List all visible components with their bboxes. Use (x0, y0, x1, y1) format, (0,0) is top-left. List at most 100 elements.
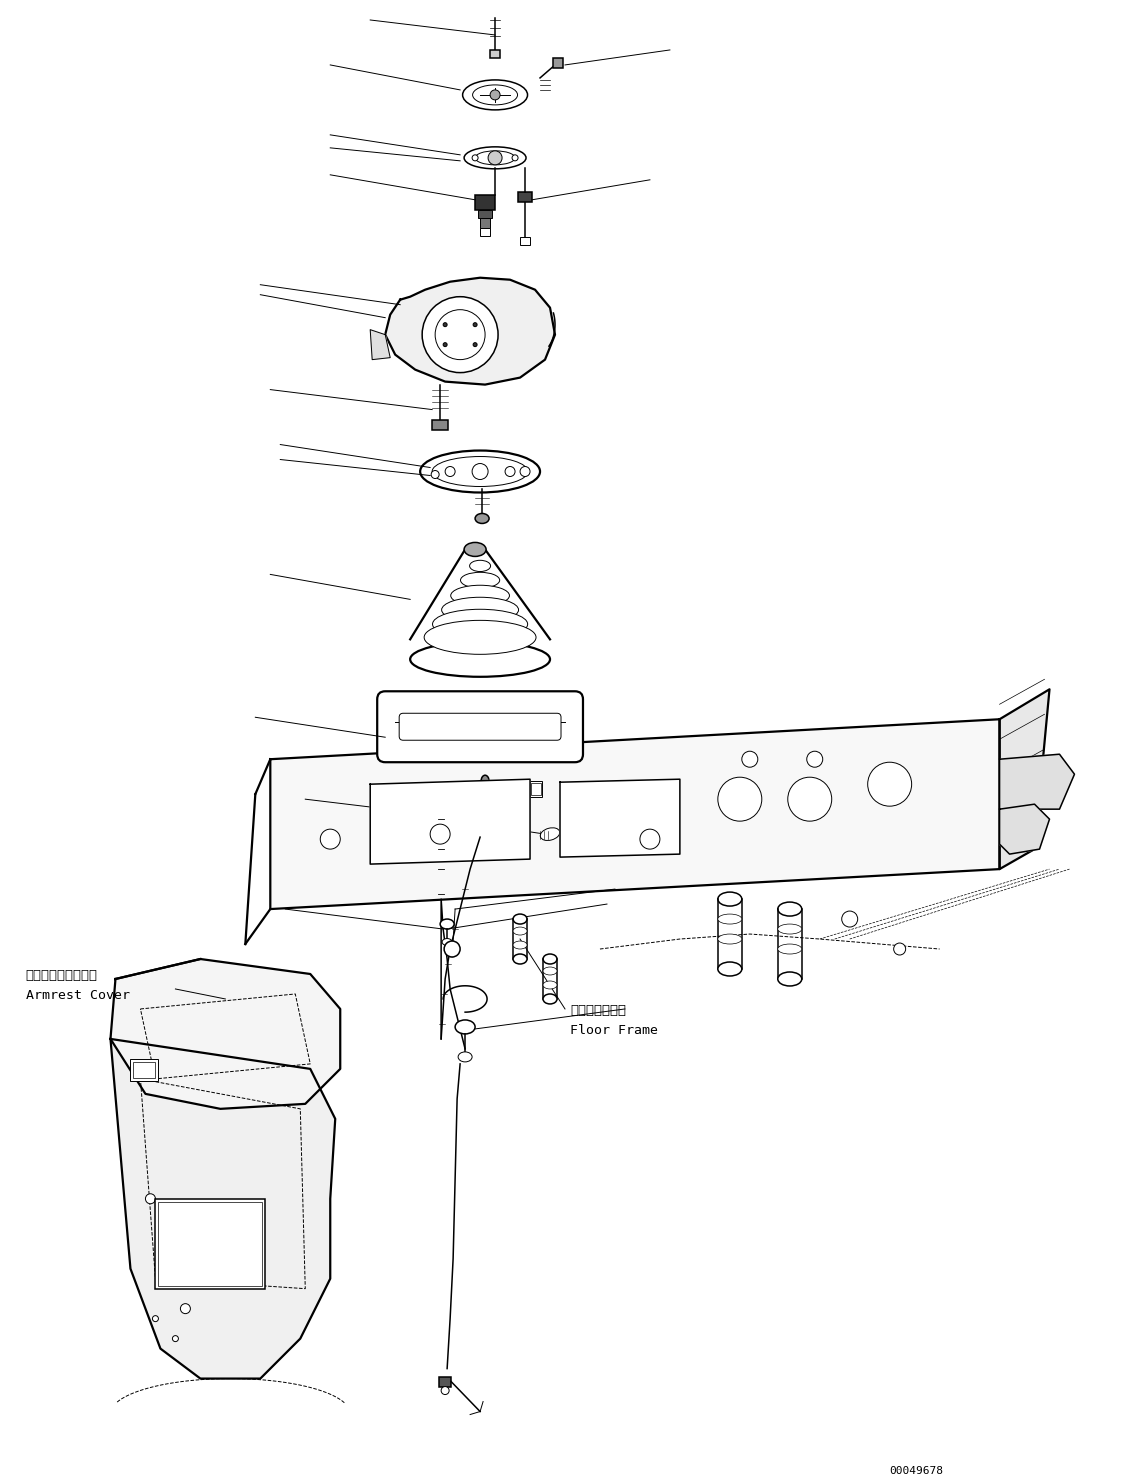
Ellipse shape (475, 513, 489, 524)
Text: アームレストカバー: アームレストカバー (25, 969, 98, 982)
Bar (481, 217, 490, 228)
Text: フロアフレーム: フロアフレーム (570, 1004, 626, 1018)
Ellipse shape (442, 939, 452, 945)
Ellipse shape (451, 586, 509, 606)
Bar (432, 420, 448, 429)
Circle shape (868, 762, 911, 806)
Ellipse shape (513, 927, 527, 935)
Ellipse shape (472, 799, 499, 819)
Circle shape (490, 90, 500, 101)
Bar (490, 50, 500, 58)
Ellipse shape (475, 151, 515, 164)
Ellipse shape (718, 914, 741, 924)
Ellipse shape (469, 561, 491, 571)
Text: 00049678: 00049678 (890, 1467, 944, 1476)
Polygon shape (270, 719, 1000, 910)
FancyBboxPatch shape (377, 691, 583, 762)
Ellipse shape (464, 146, 526, 169)
Circle shape (441, 1387, 449, 1395)
Circle shape (489, 151, 502, 164)
Ellipse shape (481, 775, 489, 787)
Circle shape (472, 155, 478, 161)
Ellipse shape (442, 598, 518, 623)
Polygon shape (370, 330, 391, 359)
Circle shape (320, 830, 341, 849)
Bar (133, 1062, 155, 1078)
Polygon shape (110, 958, 341, 1109)
Bar (131, 1059, 158, 1081)
Bar (440, 1377, 451, 1387)
Circle shape (741, 751, 757, 768)
Ellipse shape (478, 796, 492, 806)
Ellipse shape (472, 821, 499, 842)
Polygon shape (1000, 689, 1049, 870)
Bar (475, 195, 495, 210)
Bar (530, 781, 542, 797)
Circle shape (153, 1316, 158, 1322)
Polygon shape (1000, 754, 1074, 809)
Circle shape (443, 343, 448, 346)
Ellipse shape (456, 1021, 475, 1034)
Circle shape (473, 322, 477, 327)
Circle shape (894, 944, 906, 955)
Circle shape (423, 297, 498, 373)
Ellipse shape (433, 609, 527, 639)
Ellipse shape (718, 892, 741, 907)
Text: Floor Frame: Floor Frame (570, 1023, 658, 1037)
Ellipse shape (462, 80, 527, 109)
Polygon shape (560, 779, 680, 858)
Ellipse shape (424, 620, 536, 654)
Circle shape (445, 466, 456, 476)
Bar (531, 784, 541, 796)
Bar (155, 1199, 265, 1288)
Circle shape (473, 343, 477, 346)
Ellipse shape (513, 941, 527, 950)
Ellipse shape (778, 944, 802, 954)
Bar (518, 192, 532, 201)
Ellipse shape (543, 967, 557, 975)
Ellipse shape (543, 994, 557, 1004)
Circle shape (513, 155, 518, 161)
Circle shape (431, 824, 450, 845)
Circle shape (718, 776, 762, 821)
Polygon shape (1000, 805, 1049, 853)
Polygon shape (370, 779, 530, 864)
Text: Armrest Cover: Armrest Cover (25, 989, 130, 1001)
Polygon shape (385, 278, 555, 385)
Ellipse shape (778, 924, 802, 935)
Ellipse shape (464, 543, 486, 556)
Circle shape (521, 466, 530, 476)
Circle shape (443, 322, 448, 327)
Ellipse shape (410, 642, 550, 677)
Ellipse shape (513, 914, 527, 924)
Bar (478, 210, 492, 217)
Circle shape (505, 466, 515, 476)
Circle shape (788, 776, 831, 821)
Ellipse shape (473, 84, 517, 105)
Ellipse shape (543, 954, 557, 964)
Ellipse shape (460, 572, 500, 589)
Circle shape (444, 941, 460, 957)
Circle shape (180, 1303, 190, 1313)
Circle shape (165, 1244, 175, 1254)
Circle shape (472, 463, 489, 479)
Circle shape (435, 309, 485, 359)
Polygon shape (110, 1038, 335, 1378)
Circle shape (432, 470, 440, 479)
Ellipse shape (432, 457, 528, 487)
Bar (554, 58, 563, 68)
Circle shape (842, 911, 858, 927)
Ellipse shape (778, 972, 802, 986)
Ellipse shape (543, 981, 557, 989)
Ellipse shape (778, 902, 802, 916)
Bar (158, 1202, 262, 1285)
Ellipse shape (513, 954, 527, 964)
Ellipse shape (718, 961, 741, 976)
Circle shape (172, 1336, 179, 1341)
FancyBboxPatch shape (399, 713, 562, 740)
Ellipse shape (420, 451, 540, 493)
Ellipse shape (540, 828, 559, 840)
Ellipse shape (718, 935, 741, 944)
Circle shape (806, 751, 822, 768)
Bar (481, 228, 490, 235)
